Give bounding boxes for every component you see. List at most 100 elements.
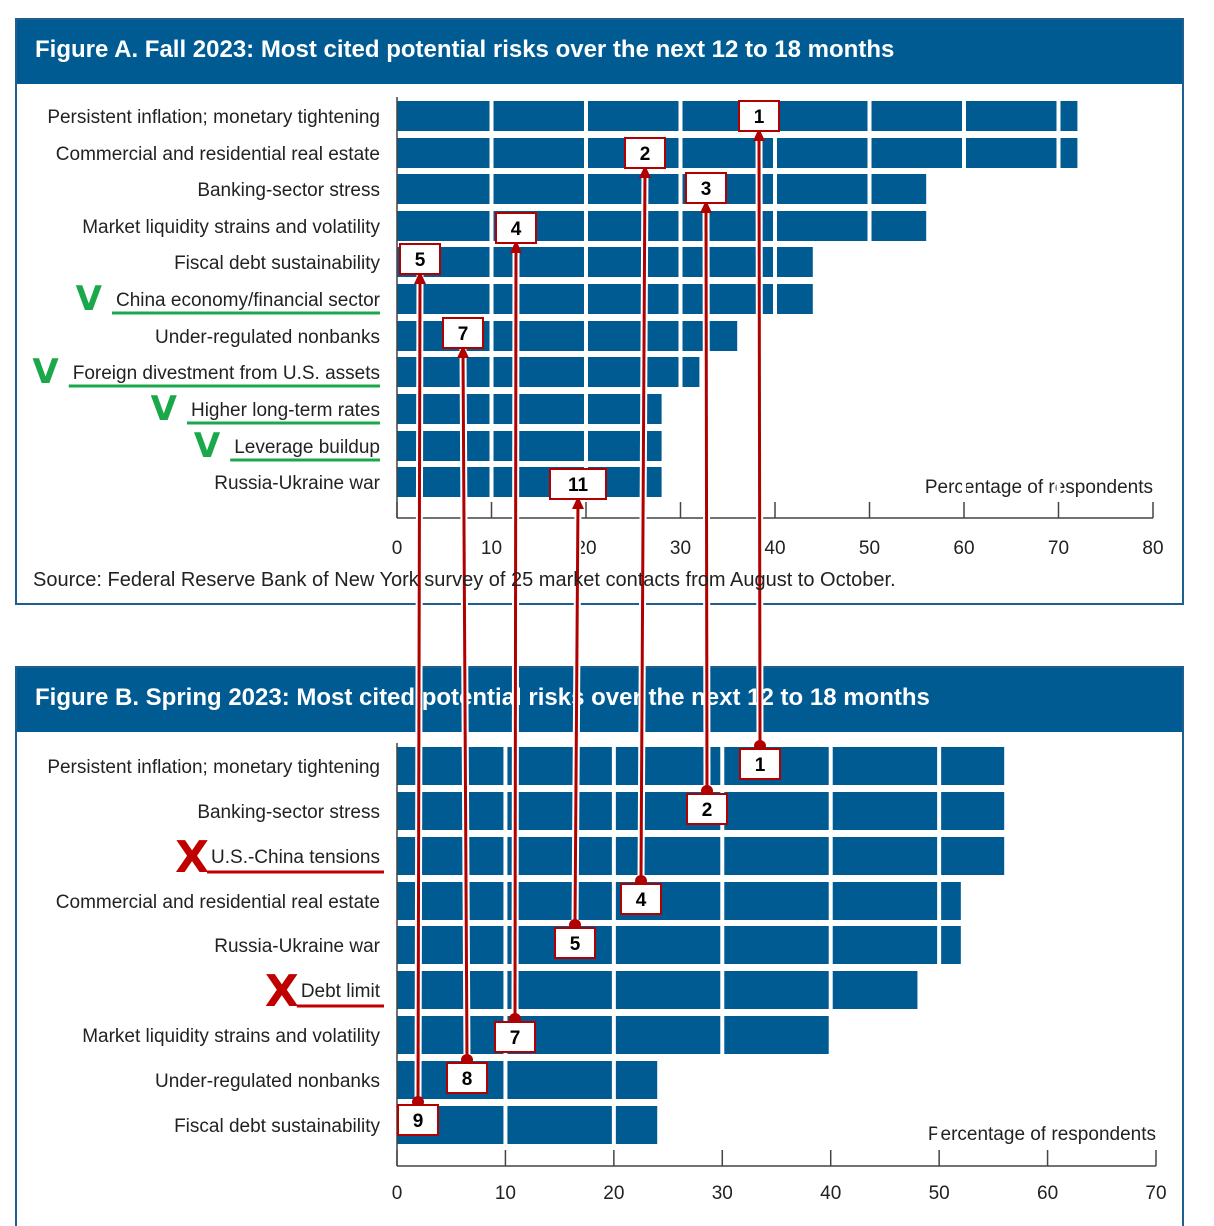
figure-a-rank-label-box xyxy=(738,100,780,132)
figure-a-category-label: China economy/financial sector xyxy=(116,290,381,311)
figure-a-axis-title: Percentage of respondents xyxy=(925,477,1153,498)
figure-b-rank-label-box xyxy=(494,1021,536,1053)
figure-b-bar xyxy=(397,882,961,920)
arrowhead-icon xyxy=(510,240,522,253)
rank-connector xyxy=(416,274,422,1103)
figure-b-title: Figure B. Spring 2023: Most cited potent… xyxy=(17,668,1182,732)
figure-a-bar xyxy=(397,247,813,277)
figure-a-bar xyxy=(397,284,813,314)
figure-b-tick-label: 20 xyxy=(603,1183,624,1204)
figure-a-bar xyxy=(397,101,1078,131)
check-mark-icon: V xyxy=(194,426,221,466)
figure-b-axis-title: Percentage of respondents xyxy=(928,1124,1156,1145)
figure-b-rank-label-box xyxy=(554,927,596,959)
figure-b-rank-label: 2 xyxy=(702,800,713,821)
figure-a-category-label: Higher long-term rates xyxy=(191,400,380,421)
figure-b-tick-label: 0 xyxy=(392,1183,403,1204)
figure-a-source: Source: Federal Reserve Bank of New York… xyxy=(33,569,896,591)
figure-b-rank-label-box xyxy=(397,1104,439,1136)
cross-mark-icon: X xyxy=(175,832,209,883)
rank-connector xyxy=(513,243,518,1020)
figure-a-rank-label: 1 xyxy=(754,107,765,128)
figure-a-bar xyxy=(397,467,662,497)
figure-a-tick-label: 70 xyxy=(1048,538,1069,559)
figure-a-rank-label: 2 xyxy=(640,144,651,165)
figure-a-bar xyxy=(397,174,927,204)
figure-b-category-label: Fiscal debt sustainability xyxy=(174,1116,380,1137)
figure-a-tick-label: 80 xyxy=(1142,538,1163,559)
arrowhead-icon xyxy=(572,496,584,509)
figure-b-tick-label: 50 xyxy=(929,1183,950,1204)
figure-a-rank-label: 5 xyxy=(415,250,426,271)
figure-b-rank-label-box xyxy=(739,748,781,780)
figure-a-tick-label: 10 xyxy=(481,538,502,559)
figure-a-category-label: Market liquidity strains and volatility xyxy=(82,217,380,238)
rank-connector xyxy=(757,131,762,747)
figure-a-rank-label-box xyxy=(399,243,441,275)
arrowhead-icon xyxy=(753,128,765,141)
arrowhead-icon xyxy=(414,271,426,284)
figure-a-category-label: Leverage buildup xyxy=(234,437,380,458)
figure-b-tick-label: 30 xyxy=(712,1183,733,1204)
figure-b-rank-label: 5 xyxy=(570,934,581,955)
figure-a-rank-label-box xyxy=(495,212,537,244)
arrowhead-icon xyxy=(639,165,651,178)
figure-a-bar xyxy=(397,394,662,424)
figure-a-category-label: Fiscal debt sustainability xyxy=(174,253,380,274)
figure-b-category-label: Russia-Ukraine war xyxy=(214,936,380,957)
figure-b-category-label: Banking-sector stress xyxy=(197,802,380,823)
figure-b-bar xyxy=(397,837,1005,875)
figure-a-title: Figure A. Fall 2023: Most cited potentia… xyxy=(17,20,1182,84)
figure-a-category-label: Commercial and residential real estate xyxy=(56,144,380,165)
figure-a-rank-label: 7 xyxy=(458,324,469,345)
figure-a-tick-label: 60 xyxy=(953,538,974,559)
figure-b-category-label: Commercial and residential real estate xyxy=(56,892,380,913)
figure-b-rank-label-box xyxy=(446,1062,488,1094)
figure-a-rank-label-box xyxy=(685,172,727,204)
figure-a-rank-label-box xyxy=(549,468,607,500)
figure-a-category-label: Persistent inflation; monetary tightenin… xyxy=(47,107,380,128)
arrowhead-icon xyxy=(700,200,712,213)
figure-b-category-label: U.S.-China tensions xyxy=(211,847,380,868)
figure-b-category-label: Debt limit xyxy=(301,981,381,1002)
figure-a-rank-label: 4 xyxy=(511,219,522,240)
figure-a-tick-label: 50 xyxy=(859,538,880,559)
figure-b-rank-label: 1 xyxy=(755,755,766,776)
figure-b-tick-label: 60 xyxy=(1037,1183,1058,1204)
figure-b-rank-label-box xyxy=(620,883,662,915)
figure-b-rank-label: 7 xyxy=(510,1028,521,1049)
check-mark-icon: V xyxy=(151,389,178,429)
arrowhead-icon xyxy=(457,345,469,358)
figure-a-rank-label-box xyxy=(442,317,484,349)
figure-a-category-label: Under-regulated nonbanks xyxy=(155,327,380,348)
cross-mark-icon: X xyxy=(265,966,299,1017)
figure-a-bar xyxy=(397,431,662,461)
figure-b-bar xyxy=(397,926,961,964)
figure-b-category-label: Under-regulated nonbanks xyxy=(155,1071,380,1092)
figure-b-category-label: Market liquidity strains and volatility xyxy=(82,1026,380,1047)
figure-a-rank-label-box xyxy=(624,137,666,169)
figure-b-bar xyxy=(397,1061,658,1099)
figure-a-category-label: Russia-Ukraine war xyxy=(214,473,380,494)
figure-a-tick-label: 0 xyxy=(392,538,403,559)
check-mark-icon: V xyxy=(76,279,103,319)
figure-a-rank-label: 3 xyxy=(701,179,712,200)
figure-b-bar xyxy=(397,747,1005,785)
rank-connector xyxy=(461,348,469,1061)
check-mark-icon: V xyxy=(32,352,59,392)
figure-a-category-label: Banking-sector stress xyxy=(197,180,380,201)
figure-b-tick-label: 10 xyxy=(495,1183,516,1204)
figure-b-rank-label: 9 xyxy=(413,1111,424,1132)
figure-a-bar xyxy=(397,138,1078,168)
rank-connector xyxy=(639,168,647,882)
figure-b-rank-label: 4 xyxy=(636,890,647,911)
figure-a-bar xyxy=(397,211,927,241)
figure-a-rank-label: 11 xyxy=(568,475,589,496)
figure-b-tick-label: 40 xyxy=(820,1183,841,1204)
rank-connector xyxy=(573,499,580,926)
rank-connector xyxy=(704,203,709,792)
figure-b-rank-label-box xyxy=(686,793,728,825)
figure-b-bar xyxy=(397,971,918,1009)
figure-a-tick-label: 30 xyxy=(670,538,691,559)
